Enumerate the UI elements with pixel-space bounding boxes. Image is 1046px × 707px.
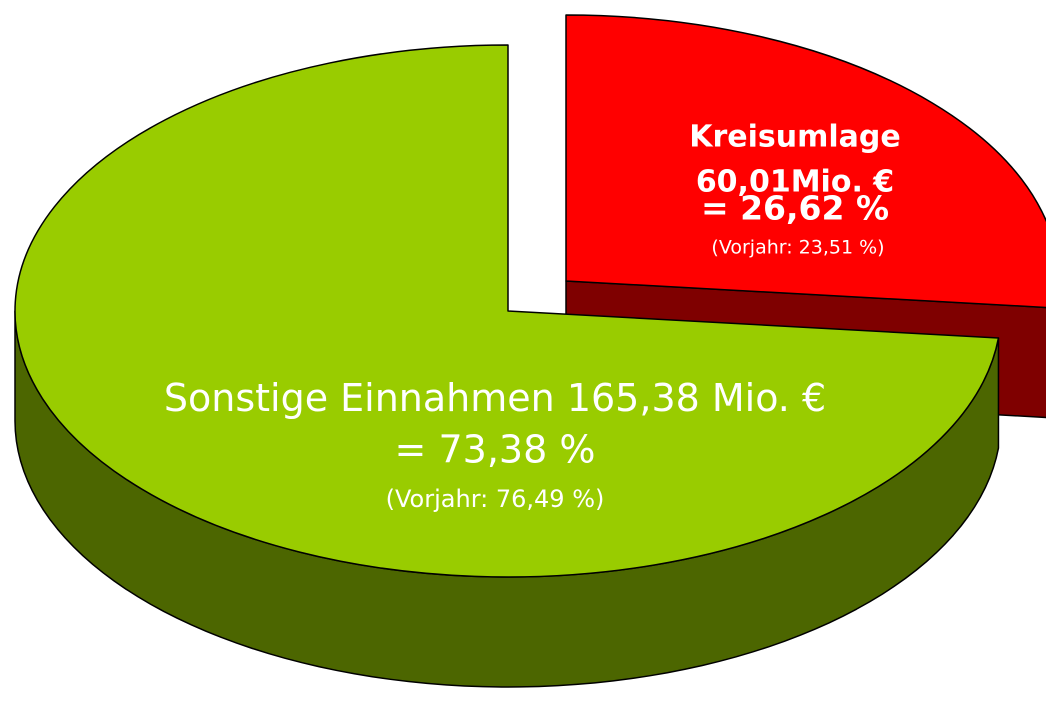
- value-label: = 73,38 %: [395, 428, 596, 472]
- prior-year-label: (Vorjahr: 76,49 %): [386, 485, 605, 513]
- pie-slice: [14, 44, 1000, 578]
- amount-label: 60,01Mio. €: [696, 165, 894, 200]
- pie-slice: [565, 14, 1046, 309]
- value-label: = 26,62 %: [701, 189, 889, 228]
- amount-label: 165,38 Mio. €: [567, 376, 826, 420]
- slice-label-line: Sonstige Einnahmen 165,38 Mio. €: [164, 376, 826, 420]
- slice-label: Sonstige Einnahmen: [164, 376, 555, 420]
- label-space: [555, 376, 567, 420]
- slice-label: Kreisumlage: [689, 120, 901, 155]
- prior-year-label: (Vorjahr: 23,51 %): [711, 237, 884, 259]
